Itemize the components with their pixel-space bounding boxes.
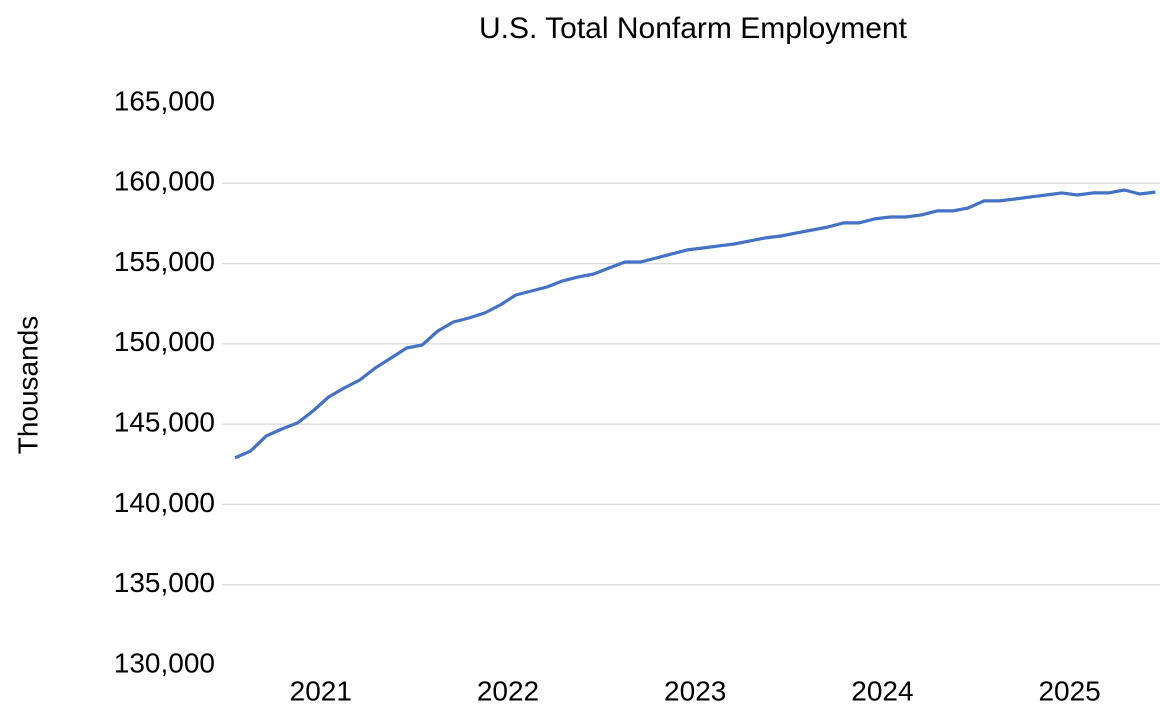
y-tick-label: 165,000: [114, 85, 215, 116]
x-tick-label: 2023: [664, 675, 726, 706]
y-tick-label: 155,000: [114, 246, 215, 277]
x-tick-label: 2024: [851, 675, 913, 706]
y-tick-label: 145,000: [114, 407, 215, 438]
x-tick-label: 2022: [477, 675, 539, 706]
y-tick-label: 130,000: [114, 647, 215, 678]
chart-title: U.S. Total Nonfarm Employment: [479, 12, 908, 45]
x-tick-label: 2021: [290, 675, 352, 706]
y-axis-label: Thousands: [12, 316, 43, 455]
y-tick-label: 135,000: [114, 567, 215, 598]
x-tick-label: 2025: [1038, 675, 1100, 706]
data-line: [234, 188, 1156, 460]
y-tick-label: 160,000: [114, 166, 215, 197]
y-tick-label: 140,000: [114, 487, 215, 518]
y-tick-label: 150,000: [114, 326, 215, 357]
